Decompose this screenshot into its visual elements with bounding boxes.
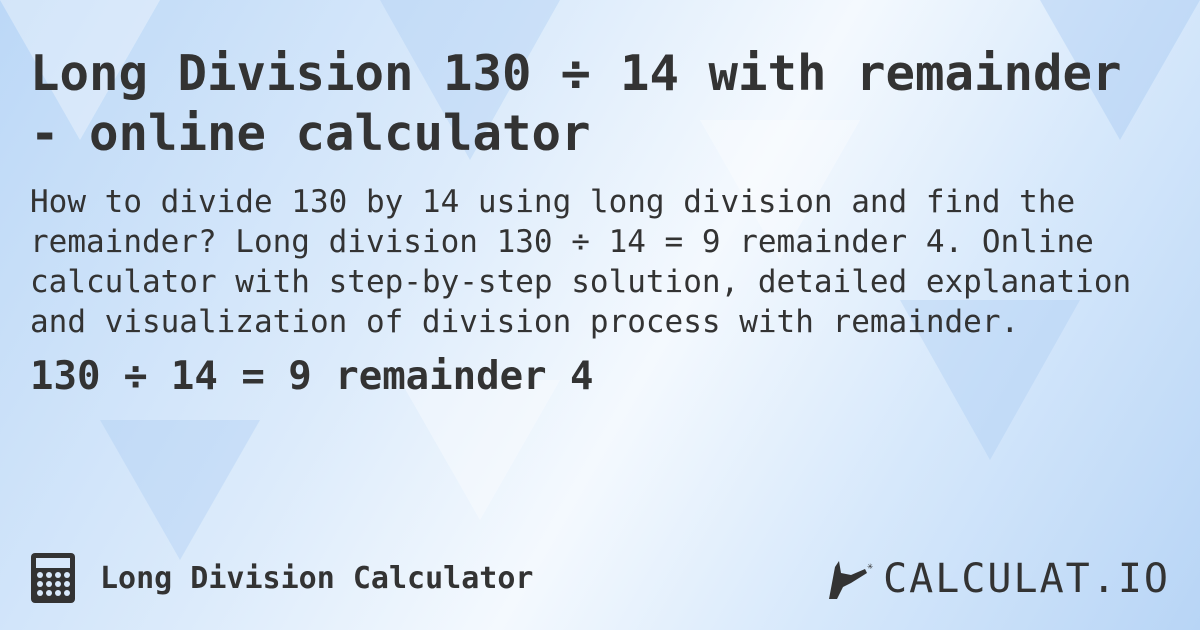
description: How to divide 130 by 14 using long divis… xyxy=(30,184,1132,340)
calculat-io-logo[interactable]: ✳ CALCULAT.IO xyxy=(825,556,1170,602)
logo-text: CALCULAT.IO xyxy=(883,556,1170,602)
magic-hand-icon: ✳ xyxy=(829,561,873,599)
footer-label: Long Division Calculator xyxy=(100,560,534,596)
calculator-icon xyxy=(31,553,75,603)
svg-text:✳: ✳ xyxy=(867,561,873,572)
page-title: Long Division 130 ÷ 14 with remainder - … xyxy=(30,45,1122,162)
footer-calculator-link[interactable]: Long Division Calculator xyxy=(30,552,533,604)
result: 130 ÷ 14 = 9 remainder 4 xyxy=(30,354,594,399)
